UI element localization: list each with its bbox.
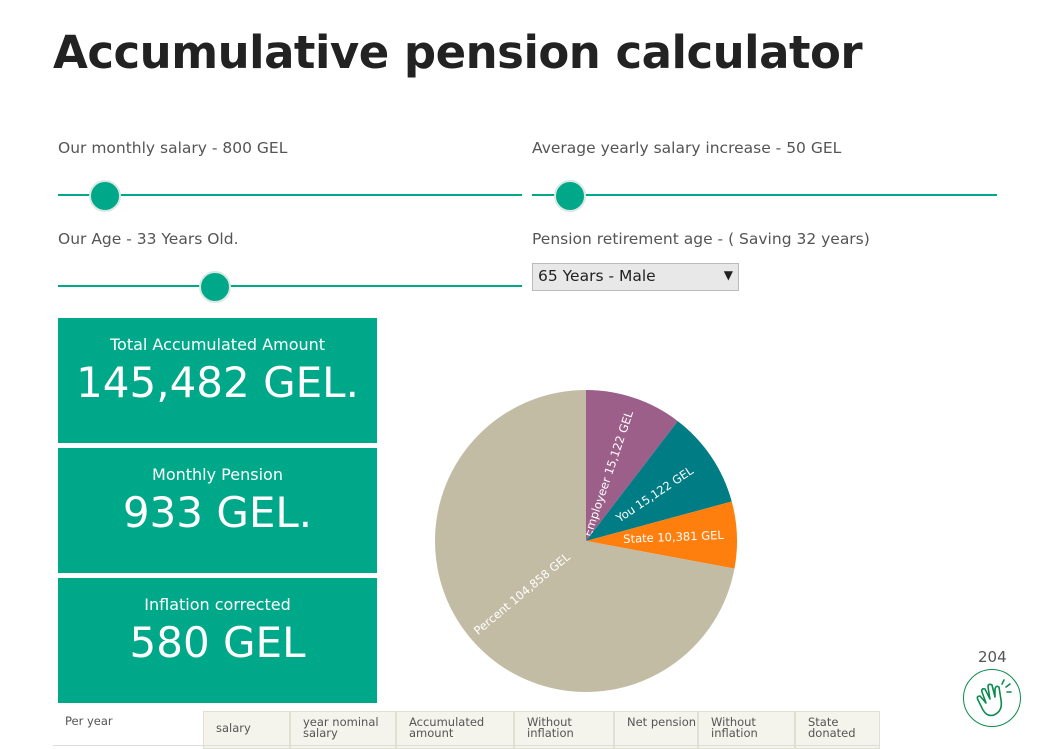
pie-slice	[586, 421, 732, 541]
salary-slider-track[interactable]	[58, 194, 522, 196]
increase-label: Average yearly salary increase - 50 GEL	[532, 139, 842, 157]
increase-slider-track[interactable]	[532, 194, 997, 196]
total-accumulated-card: Total Accumulated Amount 145,482 GEL.	[58, 318, 377, 443]
clap-icon	[976, 679, 1012, 717]
monthly-pension-card: Monthly Pension 933 GEL.	[58, 448, 377, 573]
inflation-corrected-card: Inflation corrected 580 GEL	[58, 578, 377, 703]
retirement-label: Pension retirement age - ( Saving 32 yea…	[532, 230, 870, 248]
table-header: Net pension	[614, 711, 698, 749]
pie-slice	[435, 390, 735, 692]
page-title: Accumulative pension calculator	[53, 26, 863, 79]
pension-table-header: Per year salary year nominal salary Accu…	[53, 711, 880, 749]
total-accumulated-value: 145,482 GEL.	[76, 358, 359, 407]
pie-slice	[586, 390, 678, 541]
pie-slice	[586, 501, 737, 569]
retirement-age-select[interactable]: 65 Years - Male ▼	[532, 263, 739, 291]
inflation-corrected-label: Inflation corrected	[144, 595, 291, 614]
age-label: Our Age - 33 Years Old.	[58, 230, 239, 248]
inflation-corrected-value: 580 GEL	[129, 618, 306, 667]
increase-slider-thumb[interactable]	[554, 180, 586, 212]
age-slider-track[interactable]	[58, 285, 522, 287]
clap-button[interactable]	[963, 669, 1021, 727]
table-header: Without inflation	[514, 711, 614, 749]
table-header: salary	[203, 711, 290, 749]
table-header: year nominal salary	[290, 711, 396, 749]
table-header: Without inflation	[698, 711, 795, 749]
clap-count: 204	[978, 648, 1007, 666]
table-divider	[53, 745, 880, 746]
pie-slice-label: State 10,381 GEL	[623, 528, 725, 546]
chevron-down-icon: ▼	[723, 268, 733, 282]
table-header: State donated	[795, 711, 880, 749]
salary-slider-thumb[interactable]	[89, 180, 121, 212]
salary-label: Our monthly salary - 800 GEL	[58, 139, 288, 157]
table-header: Per year	[65, 714, 113, 728]
age-slider-thumb[interactable]	[199, 271, 231, 303]
total-accumulated-label: Total Accumulated Amount	[109, 335, 326, 354]
monthly-pension-label: Monthly Pension	[152, 465, 283, 484]
monthly-pension-value: 933 GEL.	[122, 488, 313, 537]
table-header: Accumulated amount	[396, 711, 514, 749]
retirement-select-value: 65 Years - Male	[538, 267, 656, 285]
